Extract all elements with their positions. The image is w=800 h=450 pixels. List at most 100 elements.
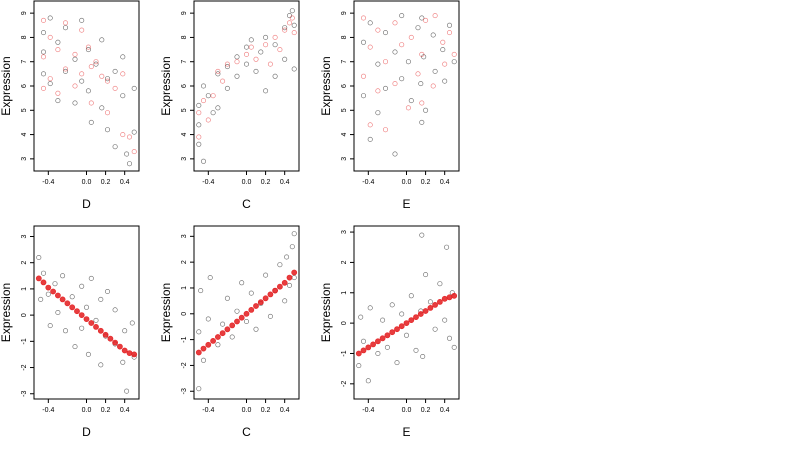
data-point-observed — [367, 136, 373, 142]
y-tick-label: 8 — [21, 35, 28, 39]
data-point-predicted — [40, 17, 46, 23]
data-point-observed — [442, 78, 448, 84]
y-axis-label: Expression — [319, 56, 333, 115]
data-point-observed — [196, 386, 202, 392]
panel-1: -0.4 0.0 0.2 0.4 3 4 5 6 7 8 9 D Expression — [0, 0, 140, 211]
data-point-fitted — [253, 303, 259, 309]
data-point-observed — [112, 144, 118, 150]
data-point-fitted — [384, 332, 391, 339]
data-point-observed — [267, 313, 273, 319]
data-point-observed — [207, 275, 213, 281]
y-tick-label: -3 — [21, 391, 28, 397]
data-point-predicted — [205, 117, 211, 123]
data-point-observed — [93, 61, 99, 67]
data-point-fitted — [83, 316, 90, 322]
data-point-fitted — [408, 317, 415, 323]
data-point-observed — [380, 317, 386, 323]
x-tick-label: 0.2 — [421, 407, 431, 414]
data-point-observed — [36, 255, 42, 261]
data-point-fitted — [422, 308, 429, 314]
data-point-observed — [375, 350, 381, 356]
data-point-predicted — [367, 122, 373, 128]
data-point-predicted — [93, 59, 99, 65]
data-point-observed — [389, 302, 395, 308]
data-point-observed — [93, 317, 99, 323]
x-tick-label: 0.2 — [261, 179, 271, 186]
y-tick-label: -1 — [341, 350, 348, 356]
data-point-observed — [289, 244, 295, 250]
y-tick-label: 1 — [341, 291, 348, 295]
y-tick-label: 8 — [341, 35, 348, 39]
plot-frame — [33, 225, 140, 400]
y-tick-label: 5 — [341, 108, 348, 112]
y-tick-label: -1 — [21, 338, 28, 344]
y-tick-label: 2 — [181, 260, 188, 264]
data-point-predicted — [127, 134, 133, 140]
y-tick-label: 6 — [341, 84, 348, 88]
data-point-observed — [205, 316, 211, 322]
data-point-predicted — [224, 61, 230, 67]
data-point-observed — [45, 291, 51, 297]
data-point-predicted — [85, 44, 91, 50]
x-tick-label: 0.4 — [280, 179, 290, 186]
data-point-predicted — [62, 66, 68, 72]
data-point-observed — [79, 17, 85, 23]
data-point-observed — [69, 294, 75, 300]
data-point-predicted — [215, 68, 221, 74]
data-point-predicted — [277, 47, 283, 53]
data-point-predicted — [79, 27, 85, 33]
data-point-fitted — [55, 292, 61, 299]
y-axis-label: Expression — [0, 56, 13, 115]
data-point-observed — [382, 85, 388, 91]
data-point-observed — [253, 326, 259, 332]
plot-frame — [353, 225, 460, 400]
x-tick-label: 0.2 — [101, 179, 111, 186]
data-point-predicted — [415, 71, 421, 77]
y-axis-label: Expression — [319, 283, 333, 342]
data-point-predicted — [79, 71, 85, 77]
data-point-observed — [112, 68, 118, 74]
data-point-predicted — [40, 54, 46, 60]
data-point-observed — [423, 272, 429, 278]
x-axis-label: E — [402, 425, 410, 439]
data-point-observed — [79, 283, 85, 289]
y-tick-label: 7 — [181, 60, 188, 64]
data-point-observed — [263, 88, 269, 94]
data-point-fitted — [417, 311, 424, 317]
data-point-fitted — [267, 291, 274, 298]
x-tick-label: -0.4 — [42, 407, 54, 414]
data-point-observed — [112, 307, 118, 313]
data-point-fitted — [441, 295, 448, 302]
data-point-observed — [72, 56, 78, 62]
x-tick-label: 0.0 — [402, 407, 412, 414]
data-point-observed — [446, 22, 452, 28]
data-point-observed — [418, 81, 424, 87]
data-point-observed — [451, 59, 457, 65]
data-point-fitted — [370, 341, 376, 348]
data-point-observed — [405, 59, 411, 65]
x-tick-label: 0.2 — [261, 407, 271, 414]
data-point-observed — [84, 304, 90, 310]
data-point-predicted — [105, 78, 111, 84]
data-point-observed — [358, 314, 364, 320]
data-point-predicted — [382, 127, 388, 133]
data-point-fitted — [398, 323, 405, 330]
data-point-observed — [105, 288, 111, 294]
data-point-observed — [52, 281, 58, 287]
data-point-observed — [105, 127, 111, 133]
data-point-fitted — [40, 279, 47, 286]
data-point-predicted — [55, 90, 61, 96]
y-tick-label: 2 — [21, 261, 28, 265]
data-point-fitted — [286, 274, 293, 281]
data-point-fitted — [74, 308, 80, 315]
data-point-observed — [253, 68, 259, 74]
data-point-fitted — [97, 327, 104, 334]
plot-frame — [353, 0, 460, 172]
data-point-fitted — [413, 314, 419, 320]
data-point-observed — [244, 61, 250, 67]
y-tick-label: 0 — [341, 321, 348, 325]
y-tick-label: 3 — [21, 157, 28, 161]
data-point-fitted — [365, 344, 372, 351]
data-point-fitted — [257, 299, 264, 306]
data-point-observed — [85, 351, 91, 357]
